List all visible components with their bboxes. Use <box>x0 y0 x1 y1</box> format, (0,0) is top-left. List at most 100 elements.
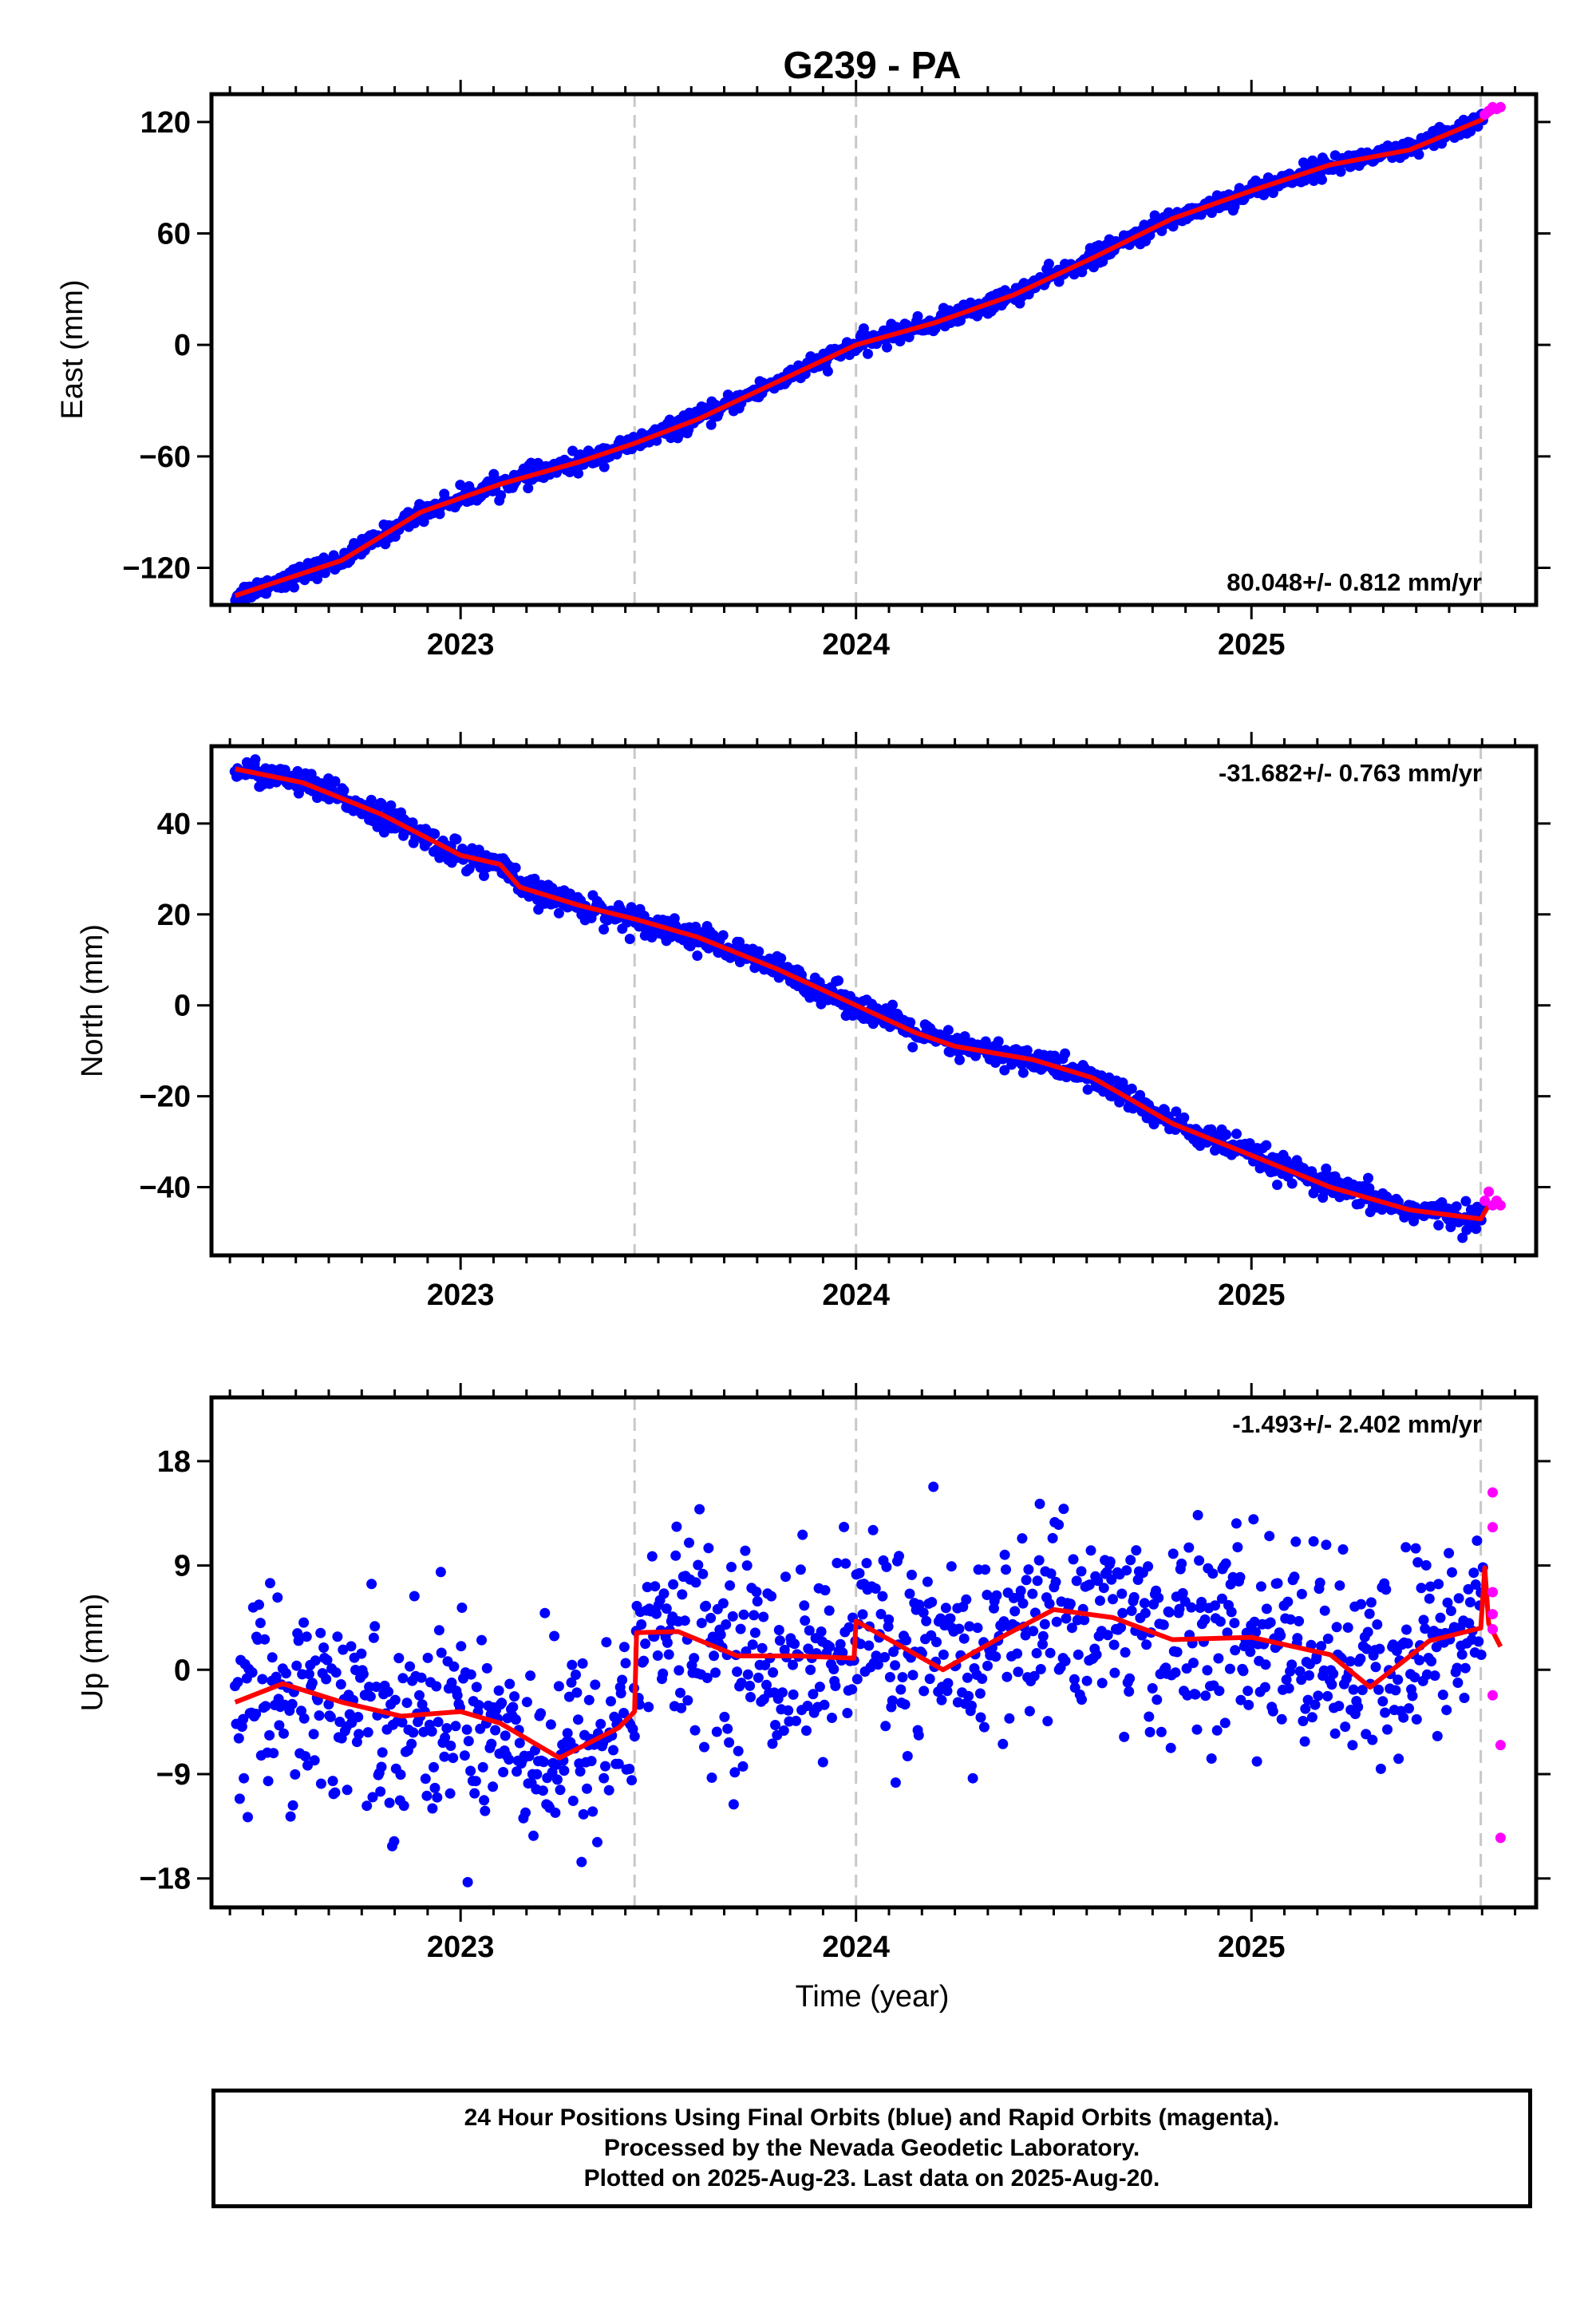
final-orbit-point <box>1420 1559 1432 1571</box>
y-tick-label: 20 <box>157 899 191 932</box>
final-orbit-point <box>1125 1555 1136 1566</box>
final-orbit-point <box>1177 1587 1188 1599</box>
final-orbit-point <box>942 1686 953 1697</box>
plot-frame <box>209 1395 1539 1910</box>
final-orbit-point <box>840 1558 851 1569</box>
final-orbit-point <box>1017 1067 1029 1078</box>
final-orbit-point <box>1364 1183 1375 1194</box>
final-orbit-point <box>496 490 507 501</box>
final-orbit-point <box>1229 1618 1240 1629</box>
final-orbit-point <box>476 1634 487 1646</box>
final-orbit-point <box>479 871 489 881</box>
final-orbit-point <box>1029 1670 1040 1682</box>
final-orbit-point <box>705 419 717 430</box>
final-orbit-point <box>510 1714 521 1725</box>
final-orbit-point <box>309 1755 320 1766</box>
final-orbit-point <box>1444 1547 1455 1559</box>
final-orbit-point <box>354 1729 365 1740</box>
final-orbit-point <box>1296 1674 1307 1686</box>
final-orbit-point <box>624 1764 635 1774</box>
final-orbit-point <box>1425 1581 1436 1592</box>
final-orbit-point <box>608 1745 618 1756</box>
final-orbit-point <box>837 1647 848 1658</box>
final-orbit-point <box>325 1711 336 1722</box>
final-orbit-point <box>991 1590 1002 1601</box>
final-orbit-point <box>1139 1598 1150 1609</box>
final-orbit-point <box>389 1694 401 1705</box>
final-orbit-point <box>902 1751 913 1761</box>
final-orbit-point <box>365 1691 376 1702</box>
final-orbit-point <box>303 1669 314 1680</box>
final-orbit-point <box>369 1621 381 1632</box>
final-orbit-point <box>803 1643 814 1654</box>
final-orbit-point <box>455 480 466 491</box>
final-orbit-point <box>571 1670 581 1680</box>
final-orbit-point <box>749 1610 760 1621</box>
final-orbit-point <box>697 1568 709 1579</box>
final-orbit-point <box>1174 1603 1185 1614</box>
y-tick-label: 18 <box>157 1445 191 1479</box>
final-orbit-point <box>1109 1667 1120 1678</box>
final-orbit-point <box>1416 1583 1427 1594</box>
final-orbit-point <box>958 1633 970 1644</box>
final-orbit-point <box>1043 259 1054 270</box>
final-orbit-point <box>539 1607 551 1618</box>
final-orbit-point <box>954 1054 965 1065</box>
y-tick-label: −9 <box>156 1758 191 1792</box>
final-orbit-point <box>725 1580 736 1591</box>
final-orbit-point <box>448 1753 459 1764</box>
final-orbit-point <box>332 1631 343 1642</box>
final-orbit-point <box>268 1748 279 1759</box>
final-orbit-point <box>706 1773 717 1783</box>
final-orbit-point <box>1012 1648 1023 1659</box>
final-orbit-point <box>883 1614 895 1625</box>
final-orbit-point <box>800 1615 811 1626</box>
final-orbit-point <box>924 1674 935 1685</box>
final-orbit-point <box>1098 1583 1109 1594</box>
final-orbit-point <box>1068 1554 1079 1565</box>
final-orbit-point <box>1216 1593 1227 1604</box>
final-orbit-point <box>982 1590 993 1600</box>
final-orbit-point <box>1221 1129 1232 1140</box>
final-orbit-point <box>1361 1643 1373 1654</box>
final-orbit-point <box>330 776 341 787</box>
final-orbit-point <box>942 1678 954 1689</box>
final-orbit-point <box>1140 1607 1151 1618</box>
final-orbit-point <box>385 800 397 811</box>
final-orbit-point <box>978 1721 990 1733</box>
final-orbit-point <box>1191 1724 1203 1735</box>
final-orbit-point <box>1456 1649 1468 1660</box>
final-orbit-point <box>1460 1662 1471 1674</box>
final-orbit-point <box>335 1679 346 1690</box>
final-orbit-point <box>1119 1731 1130 1742</box>
final-orbit-point <box>1357 1685 1368 1696</box>
final-orbit-point <box>721 1619 732 1630</box>
y-axis-label: North (mm) <box>76 924 109 1077</box>
final-orbit-point <box>291 1660 302 1671</box>
final-orbit-point <box>452 1690 463 1701</box>
final-orbit-point <box>993 1036 1004 1047</box>
final-orbit-point <box>1333 1701 1345 1712</box>
final-orbit-point <box>972 1622 983 1634</box>
final-orbit-point <box>433 1625 444 1636</box>
final-orbit-point <box>629 1731 640 1742</box>
final-orbit-point <box>431 1681 442 1692</box>
final-orbit-point <box>613 1758 624 1769</box>
final-orbit-point <box>389 1836 400 1847</box>
final-orbit-point <box>1281 1674 1292 1686</box>
final-orbit-point <box>824 1605 835 1616</box>
final-orbit-point <box>884 1672 895 1682</box>
final-orbit-point <box>368 1632 379 1643</box>
final-orbit-point <box>1147 1683 1158 1694</box>
final-orbit-point <box>974 1688 986 1699</box>
final-orbit-point <box>1322 1690 1333 1701</box>
final-orbit-point <box>788 1659 798 1670</box>
final-orbit-point <box>753 946 764 957</box>
final-orbit-point <box>1073 1649 1084 1660</box>
final-orbit-point <box>722 1723 733 1734</box>
final-orbit-point <box>936 1694 947 1705</box>
final-orbit-point <box>819 1699 830 1710</box>
final-orbit-point <box>742 1669 753 1680</box>
final-orbit-point <box>1017 1598 1029 1609</box>
y-tick-label: −60 <box>140 441 191 474</box>
